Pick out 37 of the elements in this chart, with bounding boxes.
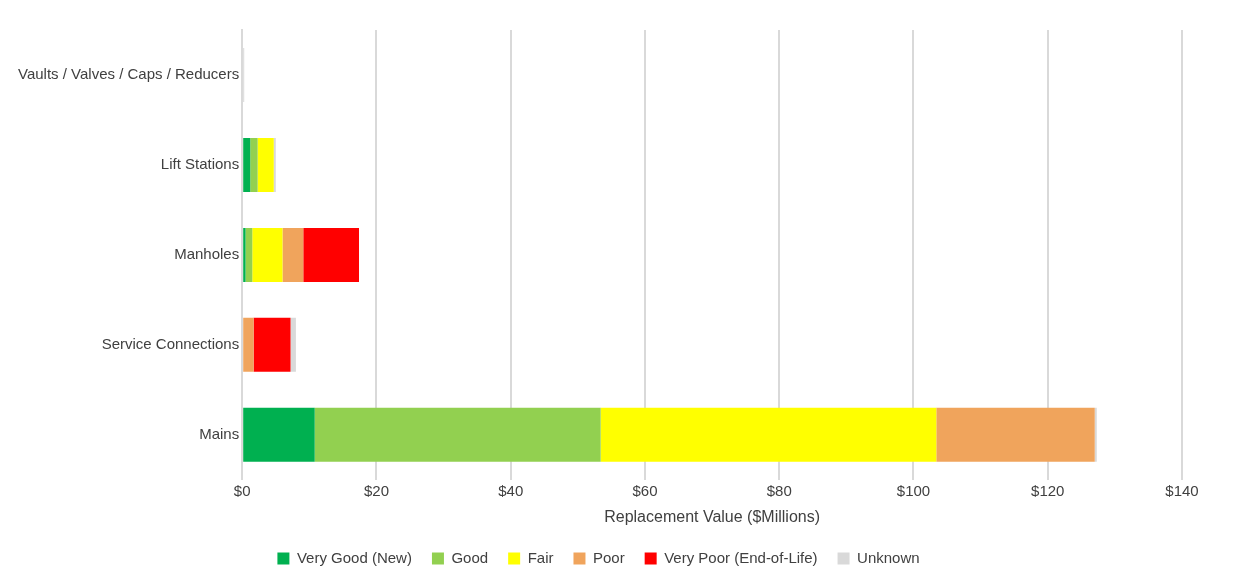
bar (243, 317, 254, 372)
y-tick-label: Vaults / Valves / Caps / Reducers (17, 65, 240, 83)
bar (936, 407, 1095, 462)
bar (245, 227, 253, 282)
x-tick-label: $20 (363, 481, 389, 499)
bar (257, 137, 274, 192)
x-tick-label: $140 (1165, 481, 1199, 499)
bar (273, 137, 276, 192)
bar (243, 227, 246, 282)
legend-label: Very Good (New) (296, 548, 412, 566)
bar (600, 407, 937, 462)
legend-label: Unknown (857, 548, 920, 566)
bar (252, 227, 283, 282)
bar (282, 227, 304, 282)
legend-label: Poor (592, 548, 625, 566)
x-tick-label: $60 (632, 481, 658, 499)
bar (314, 407, 601, 462)
x-tick-label: $40 (498, 481, 524, 499)
x-tick-label: $120 (1031, 481, 1065, 499)
bar (250, 137, 258, 192)
bar (1094, 407, 1097, 462)
x-tick-label: $80 (766, 481, 792, 499)
bar (253, 317, 291, 372)
y-tick-label: Service Connections (101, 335, 240, 352)
x-tick-label: $100 (896, 481, 931, 499)
y-tick-label: Manholes (174, 245, 240, 263)
y-tick-label: Lift Stations (160, 155, 240, 173)
legend-label: Very Poor (End-of-Life) (664, 548, 818, 566)
bar (243, 407, 315, 462)
bar (243, 137, 251, 192)
legend-label: Good (451, 548, 489, 566)
x-tick-label: $0 (233, 481, 251, 499)
legend-label: Fair (527, 548, 554, 566)
y-tick-label: Mains (199, 424, 240, 442)
bar (303, 227, 360, 282)
x-axis-title: Replacement Value ($Millions) (604, 507, 820, 525)
bar (290, 317, 296, 372)
